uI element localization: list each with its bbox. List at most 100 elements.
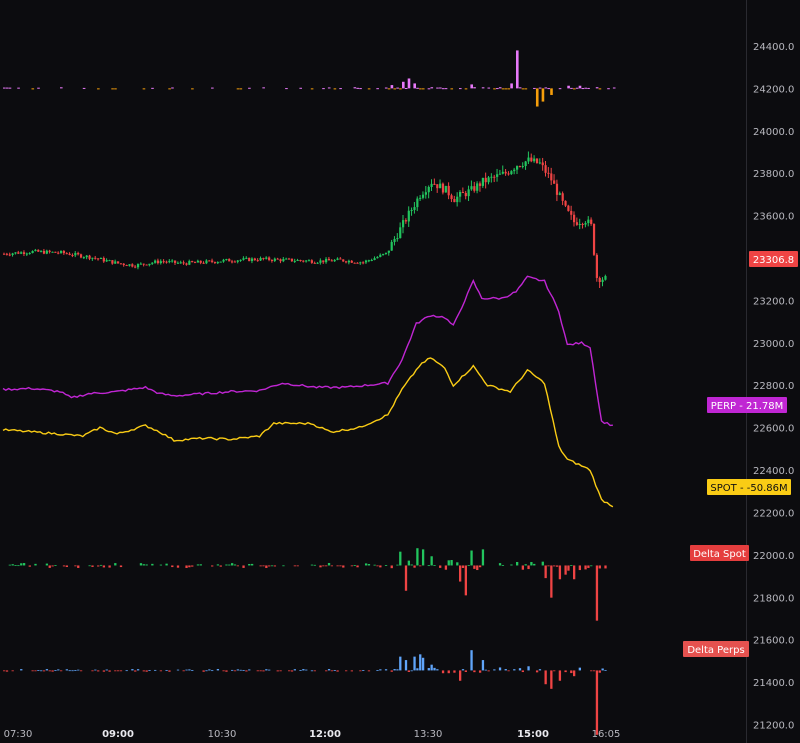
- top-volume-bar: [393, 88, 397, 90]
- candle-body: [82, 257, 85, 259]
- candle-body: [231, 261, 234, 263]
- delta-spot-bar: [11, 564, 14, 566]
- candle-body: [139, 263, 142, 265]
- top-volume-bar: [516, 50, 519, 89]
- delta-spot-bar: [8, 564, 11, 566]
- delta-spot-bar: [578, 565, 581, 571]
- candle-body: [339, 258, 342, 260]
- delta-spot-bar: [325, 565, 328, 567]
- delta-perps-bar: [538, 669, 542, 671]
- delta-spot-bar: [501, 564, 505, 566]
- delta-perps-bar: [290, 670, 294, 672]
- top-volume-bar: [151, 87, 154, 89]
- top-volume-bar: [473, 87, 476, 89]
- top-volume-bar: [507, 88, 511, 90]
- delta-perps-bar: [299, 669, 302, 671]
- perp-cvd-tag-bg: [707, 397, 787, 413]
- candle-body: [538, 162, 541, 164]
- candle-body: [521, 166, 524, 168]
- price-tick-label: 24200.0: [753, 84, 794, 95]
- candle-body: [376, 256, 379, 259]
- candle-body: [37, 249, 40, 252]
- delta-perps-bar: [333, 670, 336, 671]
- delta-perps-bar: [145, 670, 148, 672]
- candle-body: [504, 171, 507, 174]
- price-tick-label: 23600.0: [753, 212, 794, 223]
- candle-body: [518, 166, 522, 168]
- candle-body: [79, 254, 83, 258]
- top-volume-bar: [464, 88, 468, 90]
- delta-perps-bar: [376, 670, 379, 671]
- delta-spot-bar: [259, 565, 262, 567]
- candle-body: [265, 257, 268, 259]
- top-volume-bar: [396, 87, 399, 89]
- delta-perps-bar: [57, 669, 60, 671]
- delta-perps-bar: [550, 670, 553, 689]
- candle-body: [85, 255, 88, 258]
- delta-perps-bar: [165, 670, 168, 671]
- delta-spot-bar: [151, 563, 154, 566]
- candle-body: [367, 260, 370, 262]
- delta-perps-bar: [470, 650, 473, 671]
- candle-body: [262, 257, 265, 259]
- top-volume-bar: [359, 88, 362, 90]
- delta-perps-bar: [60, 670, 63, 672]
- delta-perps-bar: [430, 664, 433, 671]
- candle-body: [97, 258, 100, 260]
- delta-spot-bar: [570, 565, 573, 566]
- top-volume-bar: [575, 87, 579, 89]
- candle-body: [430, 183, 433, 187]
- top-volume-bar: [430, 87, 434, 89]
- top-volume-bar: [470, 84, 473, 89]
- delta-spot-bar: [456, 562, 459, 566]
- delta-perps-bar: [205, 670, 208, 672]
- candle-body: [31, 250, 34, 254]
- delta-spot-bar: [139, 563, 143, 566]
- delta-perps-bar: [159, 670, 163, 672]
- delta-spot-bar: [470, 550, 473, 566]
- delta-spot-bar: [171, 565, 174, 568]
- delta-perps-bar: [142, 670, 145, 672]
- candle-body: [142, 263, 145, 265]
- delta-spot-bar: [74, 565, 77, 567]
- delta-perps-bar: [325, 670, 328, 672]
- candle-body: [51, 251, 54, 253]
- delta-perps-bar: [441, 670, 445, 674]
- candle-body: [168, 260, 171, 263]
- time-tick-label: 12:00: [309, 729, 341, 740]
- candle-body: [456, 196, 459, 203]
- delta-perps-bar: [51, 670, 54, 672]
- delta-perps-bar: [239, 669, 242, 671]
- delta-spot-bar: [587, 565, 590, 568]
- candle-body: [25, 253, 28, 255]
- delta-spot-bar: [51, 565, 54, 567]
- delta-perps-bar: [182, 670, 185, 672]
- candle-body: [250, 258, 254, 262]
- delta-perps-bar: [34, 670, 37, 672]
- candle-body: [28, 253, 31, 255]
- candle-body: [524, 161, 527, 167]
- top-volume-bar: [191, 88, 194, 90]
- candle-body: [11, 253, 14, 255]
- delta-spot-bar: [319, 565, 322, 568]
- price-tags: 23306.8 PERP - 21.78M SPOT - -50.86M Delta …: [683, 251, 798, 657]
- candle-body: [162, 261, 165, 263]
- top-volume-bar: [37, 87, 40, 89]
- candle-body: [233, 261, 237, 263]
- candle-body: [424, 192, 427, 195]
- delta-spot-bar: [48, 565, 51, 568]
- delta-perps-bar: [507, 670, 510, 672]
- candle-body: [42, 250, 46, 254]
- candle-body: [410, 209, 413, 211]
- delta-perps-bar: [242, 670, 245, 671]
- delta-spot-bar: [553, 565, 556, 567]
- delta-spot-bar: [530, 562, 533, 566]
- delta-perps-bar: [20, 669, 23, 671]
- candle-body: [558, 193, 561, 195]
- delta-spot-bar: [199, 564, 202, 566]
- delta-perps-bar: [419, 654, 422, 671]
- candle-body: [384, 252, 388, 254]
- candle-body: [188, 261, 191, 265]
- delta-spot-bar: [339, 565, 342, 567]
